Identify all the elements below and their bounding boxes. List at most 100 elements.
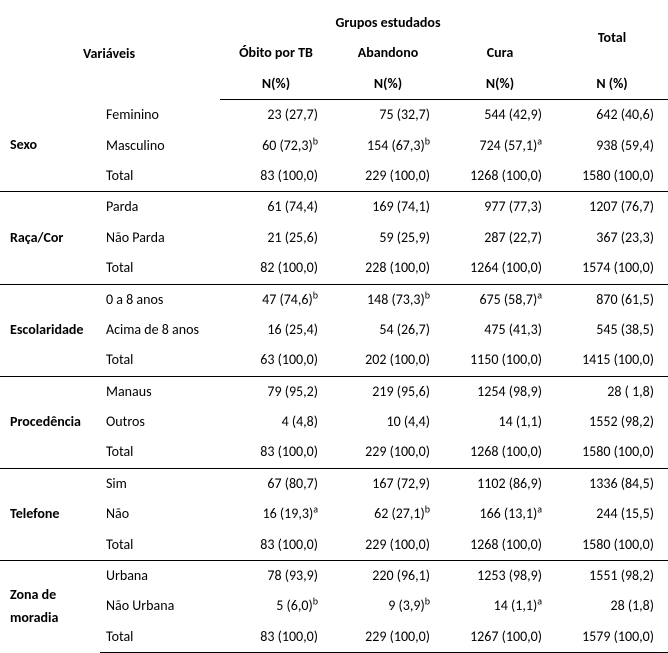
table-row: SexoFeminino23 (27,7)75 (32,7)544 (42,9)… <box>0 100 668 131</box>
category-cell: Não Parda <box>100 223 220 253</box>
category-cell: Masculino <box>100 131 220 161</box>
superscript: b <box>425 288 430 301</box>
cell-abandono: 220 (96,1) <box>332 561 444 592</box>
cell-obito: 83 (100,0) <box>220 161 332 192</box>
cell-abandono: 228 (100,0) <box>332 253 444 284</box>
header-col-cura: Cura <box>444 38 556 68</box>
cell-total: 870 (61,5) <box>556 284 668 315</box>
cell-abandono: 169 (74,1) <box>332 192 444 223</box>
data-table: Variáveis Grupos estudados Total Óbito p… <box>0 8 668 653</box>
cell-cura: 166 (13,1)a <box>444 499 556 529</box>
table-row: Raça/CorParda61 (74,4)169 (74,1)977 (77,… <box>0 192 668 223</box>
superscript: a <box>537 595 542 608</box>
cell-total: 1574 (100,0) <box>556 253 668 284</box>
cell-abandono: 229 (100,0) <box>332 622 444 653</box>
cell-obito: 16 (19,3)a <box>220 499 332 529</box>
cell-abandono: 54 (26,7) <box>332 315 444 345</box>
cell-total: 1207 (76,7) <box>556 192 668 223</box>
cell-obito: 5 (6,0)b <box>220 591 332 621</box>
category-cell: Outros <box>100 407 220 437</box>
category-cell: Não <box>100 499 220 529</box>
header-grupos-label: Grupos estudados <box>335 14 440 31</box>
header-grupos: Grupos estudados <box>220 8 556 38</box>
variable-cell: Sexo <box>0 100 100 192</box>
table-row: Outros4 (4,8)10 (4,4)14 (1,1)1552 (98,2) <box>0 407 668 437</box>
superscript: a <box>313 503 318 516</box>
cell-total: 1580 (100,0) <box>556 530 668 561</box>
variable-cell: Zona demoradia <box>0 561 100 653</box>
superscript: b <box>313 595 318 608</box>
cell-cura: 1150 (100,0) <box>444 345 556 376</box>
cell-obito: 21 (25,6) <box>220 223 332 253</box>
cell-cura: 1264 (100,0) <box>444 253 556 284</box>
cell-obito: 4 (4,8) <box>220 407 332 437</box>
table-row: Total83 (100,0)229 (100,0)1268 (100,0)15… <box>0 530 668 561</box>
cell-obito: 60 (72,3)b <box>220 131 332 161</box>
variable-cell: Raça/Cor <box>0 192 100 284</box>
header-variaveis-label: Variáveis <box>83 45 135 62</box>
cell-abandono: 62 (27,1)b <box>332 499 444 529</box>
superscript: a <box>537 503 542 516</box>
table-row: Total83 (100,0)229 (100,0)1268 (100,0)15… <box>0 437 668 468</box>
variable-cell: Telefone <box>0 468 100 560</box>
category-cell: Parda <box>100 192 220 223</box>
cell-abandono: 154 (67,3)b <box>332 131 444 161</box>
cell-total: 244 (15,5) <box>556 499 668 529</box>
category-cell: 0 a 8 anos <box>100 284 220 315</box>
category-cell: Urbana <box>100 561 220 592</box>
cell-total: 1551 (98,2) <box>556 561 668 592</box>
header-variaveis: Variáveis <box>0 8 220 100</box>
table-row: TelefoneSim67 (80,7)167 (72,9)1102 (86,9… <box>0 468 668 499</box>
table-row: Não Urbana5 (6,0)b9 (3,9)b14 (1,1)a28 (1… <box>0 591 668 621</box>
cell-total: 367 (23,3) <box>556 223 668 253</box>
category-cell: Sim <box>100 468 220 499</box>
superscript: a <box>537 134 542 147</box>
cell-cura: 1254 (98,9) <box>444 376 556 407</box>
superscript: b <box>425 503 430 516</box>
table-body: SexoFeminino23 (27,7)75 (32,7)544 (42,9)… <box>0 100 668 653</box>
header-col-obito: Óbito por TB <box>220 38 332 68</box>
cell-obito: 78 (93,9) <box>220 561 332 592</box>
cell-abandono: 59 (25,9) <box>332 223 444 253</box>
cell-cura: 675 (58,7)a <box>444 284 556 315</box>
cell-cura: 1253 (98,9) <box>444 561 556 592</box>
header-col-abandono: Abandono <box>332 38 444 68</box>
cell-abandono: 229 (100,0) <box>332 161 444 192</box>
cell-cura: 1268 (100,0) <box>444 437 556 468</box>
cell-cura: 14 (1,1) <box>444 407 556 437</box>
table-row: ProcedênciaManaus79 (95,2)219 (95,6)1254… <box>0 376 668 407</box>
category-cell: Total <box>100 161 220 192</box>
superscript: b <box>313 288 318 301</box>
header-sub-total: N (%) <box>556 69 668 100</box>
category-cell: Manaus <box>100 376 220 407</box>
header-sub-cura: N(%) <box>444 69 556 100</box>
cell-total: 1580 (100,0) <box>556 437 668 468</box>
cell-total: 28 (1,8) <box>556 591 668 621</box>
header-sub-obito: N(%) <box>220 69 332 100</box>
cell-total: 1336 (84,5) <box>556 468 668 499</box>
cell-obito: 83 (100,0) <box>220 622 332 653</box>
cell-obito: 47 (74,6)b <box>220 284 332 315</box>
cell-abandono: 9 (3,9)b <box>332 591 444 621</box>
table-row: Acima de 8 anos16 (25,4)54 (26,7)475 (41… <box>0 315 668 345</box>
table-container: Variáveis Grupos estudados Total Óbito p… <box>0 0 668 653</box>
cell-cura: 1268 (100,0) <box>444 161 556 192</box>
table-row: Total82 (100,0)228 (100,0)1264 (100,0)15… <box>0 253 668 284</box>
cell-obito: 82 (100,0) <box>220 253 332 284</box>
cell-obito: 79 (95,2) <box>220 376 332 407</box>
superscript: b <box>425 595 430 608</box>
table-row: Escolaridade0 a 8 anos47 (74,6)b148 (73,… <box>0 284 668 315</box>
cell-cura: 14 (1,1)a <box>444 591 556 621</box>
cell-abandono: 75 (32,7) <box>332 100 444 131</box>
cell-abandono: 202 (100,0) <box>332 345 444 376</box>
cell-obito: 16 (25,4) <box>220 315 332 345</box>
cell-cura: 1267 (100,0) <box>444 622 556 653</box>
variable-cell: Procedência <box>0 376 100 468</box>
table-row: Total63 (100,0)202 (100,0)1150 (100,0)14… <box>0 345 668 376</box>
category-cell: Total <box>100 622 220 653</box>
cell-total: 545 (38,5) <box>556 315 668 345</box>
cell-obito: 67 (80,7) <box>220 468 332 499</box>
variable-cell: Escolaridade <box>0 284 100 376</box>
cell-total: 938 (59,4) <box>556 131 668 161</box>
category-cell: Acima de 8 anos <box>100 315 220 345</box>
